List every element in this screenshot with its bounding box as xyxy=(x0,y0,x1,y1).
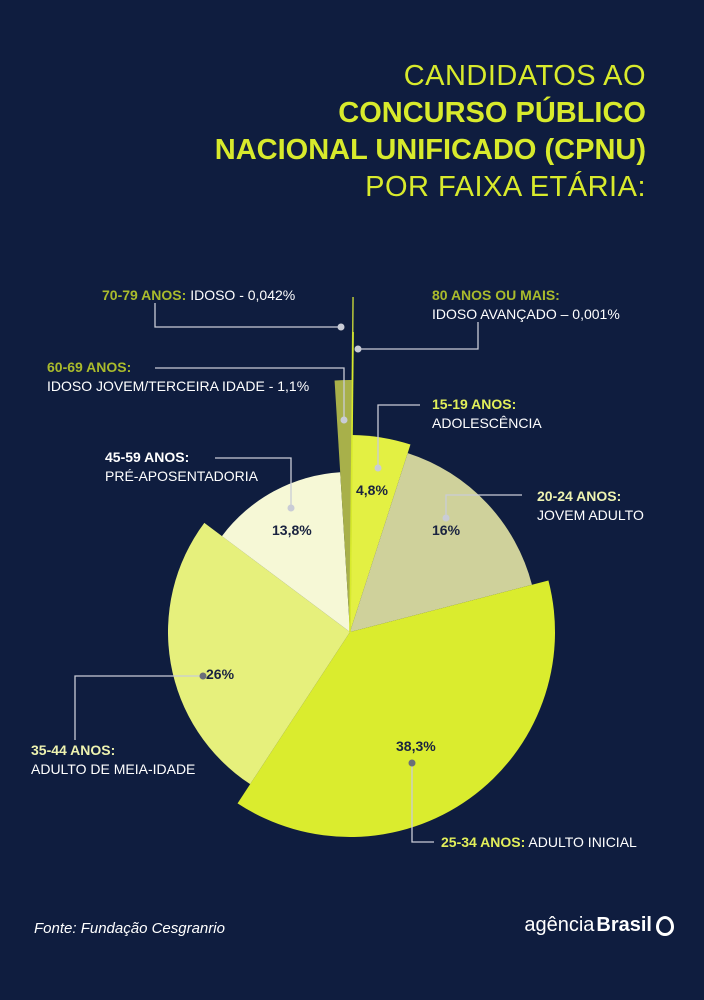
label-group: ADULTO INICIAL xyxy=(528,834,637,850)
label-age: 70-79 ANOS: xyxy=(102,287,187,303)
label-35-44: 35-44 ANOS: ADULTO DE MEIA-IDADE xyxy=(31,741,195,779)
label-60-69: 60-69 ANOS: IDOSO JOVEM/TERCEIRA IDADE - … xyxy=(47,358,309,396)
title-line-3: NACIONAL UNIFICADO (CPNU) xyxy=(214,134,646,166)
chart-title: CANDIDATOS AO CONCURSO PÚBLICO NACIONAL … xyxy=(215,58,646,206)
logo-mark-icon xyxy=(656,915,674,936)
label-group: IDOSO AVANÇADO – 0,001% xyxy=(432,306,620,322)
label-age: 20-24 ANOS: xyxy=(537,488,622,504)
label-age: 80 ANOS OU MAIS: xyxy=(432,287,560,303)
pct-15-19: 4,8% xyxy=(356,482,388,498)
title-line-4: POR FAIXA ETÁRIA: xyxy=(365,171,646,203)
leader-lines xyxy=(74,303,522,843)
leader-25-34 xyxy=(411,763,434,843)
label-group: ADULTO DE MEIA-IDADE xyxy=(31,761,196,777)
label-age: 25-34 ANOS: xyxy=(441,834,526,850)
label-45-59: 45-59 ANOS: PRÉ-APOSENTADORIA xyxy=(105,448,258,486)
pct-20-24: 16% xyxy=(432,522,461,538)
leader-15-19 xyxy=(377,404,420,468)
pie-slice-15-19-anos xyxy=(350,435,411,632)
leader-35-44 xyxy=(74,675,203,740)
title-line-1: CANDIDATOS AO xyxy=(403,60,646,92)
pct-25-34: 38,3% xyxy=(396,738,436,754)
dot-35-44 xyxy=(199,672,207,680)
label-group: IDOSO - 0,042% xyxy=(190,287,296,303)
pie-slice-35-44-anos xyxy=(168,522,350,785)
label-group: IDOSO JOVEM/TERCEIRA IDADE - 1,1% xyxy=(47,378,310,394)
leader-20-24 xyxy=(445,494,522,518)
logo-text-light: agência xyxy=(524,914,595,936)
pct-35-44: 26% xyxy=(206,666,235,682)
label-age: 45-59 ANOS: xyxy=(105,449,190,465)
leader-dots xyxy=(199,323,450,767)
label-age: 35-44 ANOS: xyxy=(31,742,116,758)
pie-slice-60-69-anos xyxy=(334,380,352,632)
source-note: Fonte: Fundação Cesgranrio xyxy=(34,920,225,937)
leader-80 xyxy=(358,322,479,350)
pie-slice-20-24-anos xyxy=(350,453,532,632)
pie-slice-80-anos-ou-mais xyxy=(349,332,354,633)
dot-60-69 xyxy=(340,416,348,424)
label-age: 60-69 ANOS: xyxy=(47,359,132,375)
dot-15-19 xyxy=(374,464,382,472)
leader-45-59 xyxy=(215,457,292,508)
logo-text-bold: Brasil xyxy=(596,914,652,936)
dot-80 xyxy=(354,345,362,353)
label-20-24: 20-24 ANOS: JOVEM ADULTO xyxy=(537,487,644,525)
label-25-34: 25-34 ANOS: ADULTO INICIAL xyxy=(441,833,637,852)
dot-25-34 xyxy=(408,759,416,767)
label-group: ADOLESCÊNCIA xyxy=(432,415,542,431)
pie-slice-45-59-anos xyxy=(221,472,350,632)
dot-70-79 xyxy=(337,323,345,331)
dot-20-24 xyxy=(442,514,450,522)
label-group: JOVEM ADULTO xyxy=(537,507,644,523)
pct-45-59: 13,8% xyxy=(272,522,312,538)
label-70-79: 70-79 ANOS: IDOSO - 0,042% xyxy=(102,286,295,305)
agencia-brasil-logo: agência Brasil xyxy=(524,914,674,937)
dot-45-59 xyxy=(287,504,295,512)
label-age: 15-19 ANOS: xyxy=(432,396,517,412)
leader-60-69 xyxy=(155,367,345,420)
leader-70-79 xyxy=(154,303,341,328)
pie-slice-25-34-anos xyxy=(237,580,556,838)
label-group: PRÉ-APOSENTADORIA xyxy=(105,468,258,484)
label-15-19: 15-19 ANOS: ADOLESCÊNCIA xyxy=(432,395,542,433)
label-80: 80 ANOS OU MAIS: IDOSO AVANÇADO – 0,001% xyxy=(432,286,620,324)
title-line-2: CONCURSO PÚBLICO xyxy=(338,97,646,129)
